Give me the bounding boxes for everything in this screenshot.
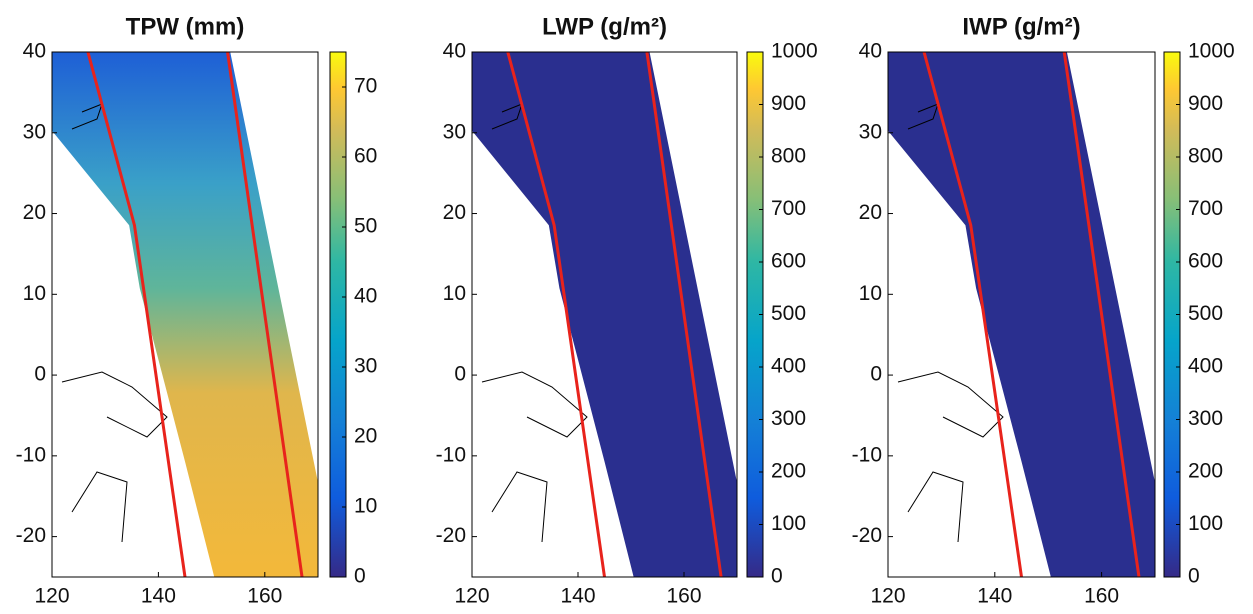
y-tick-label: 30 <box>443 120 466 143</box>
swath-edge <box>506 51 606 578</box>
y-tick-label: 40 <box>443 40 466 63</box>
colorbar-tick-label: 500 <box>771 302 806 325</box>
colorbar-tick-label: 300 <box>771 407 806 430</box>
y-tick-label: -10 <box>852 443 882 466</box>
y-tick-label: 10 <box>23 282 46 305</box>
colorbar-tick-label: 40 <box>354 285 377 308</box>
colorbar-tick-label: 600 <box>771 250 806 273</box>
colorbar-tick-label: 0 <box>354 565 366 588</box>
swath-edge <box>922 51 1023 578</box>
colorbar-tick-label: 10 <box>354 495 377 518</box>
plot-frame <box>471 51 738 578</box>
colorbar-tick-label: 1000 <box>771 40 818 63</box>
colorbar-tick-label: 20 <box>354 425 377 448</box>
colorbar-tick-label: 700 <box>1188 197 1223 220</box>
swath-edge <box>226 51 304 578</box>
y-tick-label: 0 <box>454 363 466 386</box>
y-tick-label: 0 <box>870 363 882 386</box>
swath-edge <box>86 51 187 578</box>
x-tick-label: 140 <box>141 585 176 608</box>
x-tick-label: 120 <box>34 585 69 608</box>
plot-frame <box>887 51 1156 578</box>
colorbar-tick-label: 200 <box>1188 460 1223 483</box>
y-tick-label: 0 <box>34 363 46 386</box>
colorbar-tick-label: 30 <box>354 355 377 378</box>
colorbar-tick-label: 900 <box>771 92 806 115</box>
y-tick-label: 30 <box>23 120 46 143</box>
swath-field <box>472 52 737 577</box>
x-tick-label: 160 <box>247 585 282 608</box>
y-tick-label: 40 <box>23 40 46 63</box>
swath-edge <box>1062 51 1141 578</box>
colorbar-tick-label: 0 <box>771 565 783 588</box>
panel-title: TPW (mm) <box>126 13 245 40</box>
y-tick-label: 10 <box>859 282 882 305</box>
colorbar-tick-label: 100 <box>771 512 806 535</box>
y-tick-label: -20 <box>16 524 46 547</box>
y-tick-label: 20 <box>859 201 882 224</box>
colorbar-tick-label: 300 <box>1188 407 1223 430</box>
colorbar-tick-label: 600 <box>1188 250 1223 273</box>
colorbar-tick-label: 70 <box>354 75 377 98</box>
y-tick-label: 30 <box>859 120 882 143</box>
y-tick-label: 20 <box>23 201 46 224</box>
panel-title: IWP (g/m²) <box>962 13 1080 40</box>
y-tick-label: 20 <box>443 201 466 224</box>
colorbar-tick-label: 800 <box>1188 145 1223 168</box>
swath-field <box>888 52 1155 577</box>
y-tick-label: -20 <box>852 524 882 547</box>
x-tick-label: 140 <box>560 585 595 608</box>
colorbar-tick-label: 800 <box>771 145 806 168</box>
y-tick-label: 40 <box>859 40 882 63</box>
plot-frame <box>51 51 319 578</box>
colorbar-tick-label: 700 <box>771 197 806 220</box>
colorbar-tick-label: 900 <box>1188 92 1223 115</box>
x-tick-label: 120 <box>454 585 489 608</box>
coastline <box>897 103 1004 543</box>
y-tick-label: -10 <box>16 443 46 466</box>
coastline <box>481 103 588 543</box>
colorbar-tick-label: 500 <box>1188 302 1223 325</box>
y-tick-label: -10 <box>436 443 466 466</box>
colorbar <box>329 51 347 578</box>
colorbar-tick-label: 0 <box>1188 565 1200 588</box>
swath-field <box>52 52 318 577</box>
coastline <box>61 103 168 543</box>
x-tick-label: 120 <box>870 585 905 608</box>
x-tick-label: 160 <box>1084 585 1119 608</box>
colorbar-tick-label: 200 <box>771 460 806 483</box>
panel-title: LWP (g/m²) <box>542 13 667 40</box>
y-tick-label: 10 <box>443 282 466 305</box>
colorbar-tick-label: 400 <box>1188 355 1223 378</box>
colorbar-tick-label: 100 <box>1188 512 1223 535</box>
colorbar-tick-label: 50 <box>354 215 377 238</box>
y-tick-label: -20 <box>436 524 466 547</box>
colorbar-tick-label: 60 <box>354 145 377 168</box>
x-tick-label: 140 <box>977 585 1012 608</box>
swath-edge <box>645 51 723 578</box>
colorbar-tick-label: 1000 <box>1188 40 1235 63</box>
x-tick-label: 160 <box>666 585 701 608</box>
colorbar-tick-label: 400 <box>771 355 806 378</box>
